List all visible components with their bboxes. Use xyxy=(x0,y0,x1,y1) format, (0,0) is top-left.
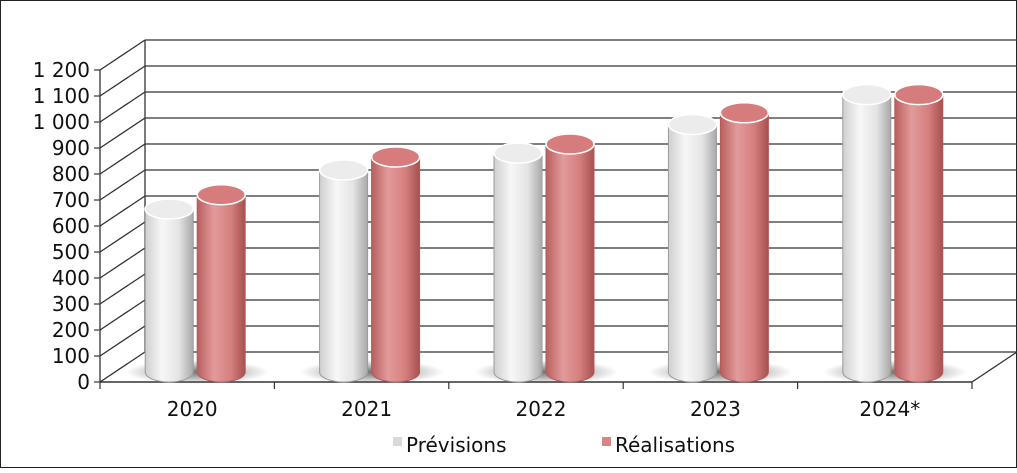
bar-top xyxy=(196,183,246,206)
gridline-side xyxy=(99,91,146,123)
y-tick-label: 800 xyxy=(52,162,90,186)
y-tick-label: 0 xyxy=(77,370,90,394)
bar xyxy=(545,133,595,383)
y-tick-label: 700 xyxy=(52,188,90,212)
gridline-side xyxy=(99,195,146,227)
gridline-side xyxy=(99,117,146,149)
x-tick-label: 2024* xyxy=(859,397,920,421)
y-tick-label: 1 000 xyxy=(33,110,90,134)
y-tick-label: 300 xyxy=(52,292,90,316)
bar-top xyxy=(144,198,194,220)
floor-edge xyxy=(971,351,1017,383)
gridline-side xyxy=(99,299,146,331)
bar-body xyxy=(545,143,595,383)
y-tick-label: 900 xyxy=(52,136,90,160)
y-tick-label: 1 100 xyxy=(33,84,90,108)
y-tick-label: 1 200 xyxy=(33,58,90,82)
x-tick-label: 2022 xyxy=(516,397,567,421)
bar-top xyxy=(667,113,718,136)
gridline-side xyxy=(99,273,146,305)
gridline-side xyxy=(99,247,146,279)
bar xyxy=(719,102,770,383)
bar xyxy=(196,183,246,383)
x-tick-label: 2020 xyxy=(167,397,218,421)
gridline-side xyxy=(99,143,146,175)
bar xyxy=(493,142,543,383)
bars xyxy=(125,83,967,384)
gridline-side xyxy=(99,169,146,201)
bar xyxy=(842,83,892,383)
bar-top xyxy=(493,142,543,164)
y-tick-label: 400 xyxy=(52,266,90,290)
bar-top xyxy=(842,83,892,106)
gridline-side xyxy=(99,65,146,97)
bar xyxy=(318,159,369,383)
bar-top xyxy=(545,133,595,155)
bar-top xyxy=(370,146,421,168)
legend-swatch xyxy=(602,437,611,446)
x-tick-label: 2023 xyxy=(690,397,741,421)
bar xyxy=(144,198,194,383)
legend-label: Réalisations xyxy=(615,433,735,457)
bar-body xyxy=(719,112,769,383)
gridline-side xyxy=(99,221,146,253)
bar xyxy=(894,83,944,383)
bar-body xyxy=(196,194,246,383)
gridline-side xyxy=(99,351,146,383)
gridline-side xyxy=(99,39,146,71)
x-tick-label: 2021 xyxy=(341,397,392,421)
bar-body xyxy=(842,94,892,383)
legend: Prévisions Réalisations xyxy=(393,433,735,457)
bar-body xyxy=(144,208,194,383)
legend-swatch xyxy=(393,437,402,446)
bar-top xyxy=(318,159,369,181)
bar xyxy=(370,146,421,383)
y-tick-label: 200 xyxy=(52,318,90,342)
bar-body xyxy=(493,152,543,383)
legend-label: Prévisions xyxy=(406,433,507,457)
y-tick-label: 100 xyxy=(52,344,90,368)
bar-top xyxy=(894,83,944,106)
y-tick-label: 600 xyxy=(52,214,90,238)
bar-body xyxy=(894,94,944,383)
bar-body xyxy=(319,169,369,383)
bar-top xyxy=(719,102,770,124)
bar-body xyxy=(667,124,717,383)
gridline-side xyxy=(99,325,146,357)
bar xyxy=(667,113,718,383)
bar-body xyxy=(371,156,421,383)
y-tick-label: 500 xyxy=(52,240,90,264)
